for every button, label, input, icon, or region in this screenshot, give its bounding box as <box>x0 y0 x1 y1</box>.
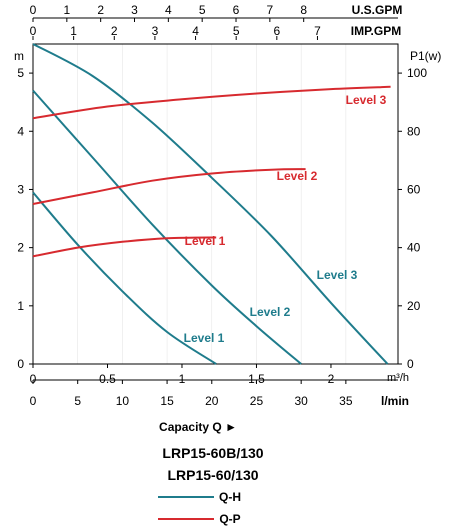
usgpm-tick-label: 1 <box>63 3 70 17</box>
impgpm-tick-label: 4 <box>192 24 199 38</box>
flow-m3h-tick-label: 1 <box>179 372 186 386</box>
qh-label-level-1: Level 1 <box>184 331 225 345</box>
power-tick-label: 40 <box>407 241 421 255</box>
impgpm-tick-label: 2 <box>111 24 118 38</box>
flow-lmin-tick-label: 25 <box>250 394 264 408</box>
qh-curve-level-2 <box>32 89 302 365</box>
qh-curve-level-3 <box>32 43 389 365</box>
head-tick-label: 5 <box>17 66 24 80</box>
qh-label-level-3: Level 3 <box>317 268 358 282</box>
head-tick-label: 4 <box>17 124 24 138</box>
usgpm-tick-label: 4 <box>165 3 172 17</box>
usgpm-tick-label: 5 <box>199 3 206 17</box>
power-tick-label: 60 <box>407 182 421 196</box>
power-tick-label: 0 <box>407 357 414 371</box>
qp-curve-level-2 <box>32 168 306 205</box>
flow-lmin-tick-label: 15 <box>160 394 174 408</box>
usgpm-tick-label: 6 <box>233 3 240 17</box>
legend-label: Q-P <box>219 512 240 526</box>
legend-label: Q-H <box>219 490 241 504</box>
head-tick-label: 3 <box>17 182 24 196</box>
usgpm-tick-label: 3 <box>131 3 138 17</box>
head-tick-label: 0 <box>17 357 24 371</box>
head-tick-label: 2 <box>17 241 24 255</box>
flow-m3h-tick-label: 0.5 <box>99 372 116 386</box>
qh-label-level-2: Level 2 <box>250 305 291 319</box>
flow-lmin-axis-label: l/min <box>381 394 409 408</box>
usgpm-axis-label: U.S.GPM <box>352 3 403 17</box>
head-tick-label: 1 <box>17 299 24 313</box>
impgpm-tick-label: 0 <box>30 24 37 38</box>
model-name: LRP15-60B/130 <box>162 445 263 461</box>
qp-curve-level-1 <box>32 236 217 258</box>
flow-lmin-tick-label: 10 <box>116 394 130 408</box>
qp-curve-level-3 <box>32 85 391 120</box>
power-tick-label: 80 <box>407 124 421 138</box>
flow-lmin-tick-label: 35 <box>339 394 353 408</box>
impgpm-tick-label: 1 <box>70 24 77 38</box>
qp-label-level-1: Level 1 <box>185 234 226 248</box>
usgpm-tick-label: 0 <box>30 3 37 17</box>
qh-curve-level-1 <box>32 191 217 365</box>
impgpm-axis-label: IMP.GPM <box>351 24 401 38</box>
qp-label-level-2: Level 2 <box>277 169 318 183</box>
flow-lmin-tick-label: 0 <box>30 394 37 408</box>
flow-m3h-axis-label: m³/h <box>387 372 409 384</box>
flow-m3h-tick-label: 2 <box>328 372 335 386</box>
power-axis-label: P1(w) <box>410 49 441 63</box>
flow-lmin-tick-label: 30 <box>294 394 308 408</box>
usgpm-tick-label: 8 <box>300 3 307 17</box>
impgpm-tick-label: 7 <box>314 24 321 38</box>
usgpm-tick-label: 7 <box>267 3 274 17</box>
impgpm-tick-label: 3 <box>152 24 159 38</box>
flow-m3h-tick-label: 1.5 <box>248 372 265 386</box>
power-tick-label: 20 <box>407 299 421 313</box>
impgpm-tick-label: 5 <box>233 24 240 38</box>
x-axis-title: Capacity Q ► <box>159 420 237 434</box>
flow-lmin-tick-label: 20 <box>205 394 219 408</box>
flow-m3h-tick-label: 0 <box>30 372 37 386</box>
model-name: LRP15-60/130 <box>167 467 258 483</box>
usgpm-tick-label: 2 <box>97 3 104 17</box>
qp-label-level-3: Level 3 <box>346 93 387 107</box>
impgpm-tick-label: 6 <box>273 24 280 38</box>
flow-lmin-tick-label: 5 <box>74 394 81 408</box>
power-tick-label: 100 <box>407 66 427 80</box>
head-axis-label: m <box>14 49 24 63</box>
